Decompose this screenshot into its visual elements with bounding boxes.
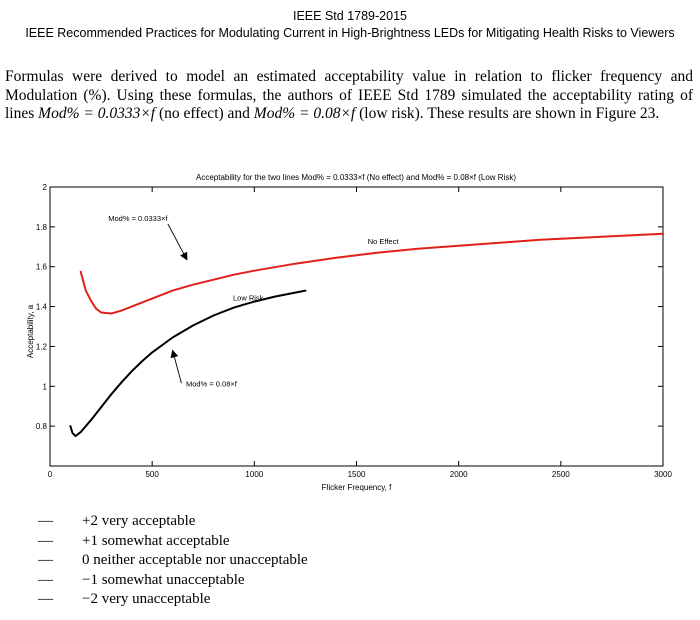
- standard-title: IEEE Recommended Practices for Modulatin…: [25, 26, 675, 40]
- series-line-low-risk: [69, 289, 307, 438]
- standard-number: IEEE Std 1789-2015: [293, 9, 407, 23]
- scale-dash: —: [38, 552, 53, 568]
- y-axis-label: Acceptability, a: [26, 304, 35, 358]
- scale-label: 0 neither acceptable nor unacceptable: [82, 552, 308, 568]
- paragraph-text-2: (no effect) and: [155, 105, 254, 122]
- y-tick-label: 1.2: [36, 342, 48, 351]
- x-tick-label: 1500: [348, 470, 366, 479]
- annotations-group: Mod% = 0.0333×f No Effect Low Risk Mod% = 0…: [108, 214, 399, 388]
- x-tick-label: 0: [48, 470, 53, 479]
- scale-label: +1 somewhat acceptable: [82, 532, 230, 549]
- scale-label: −1 somewhat unacceptable: [82, 571, 245, 588]
- y-tick-label: 0.8: [36, 422, 48, 431]
- document-header: IEEE Std 1789-2015 IEEE Recommended Prac…: [0, 8, 700, 42]
- y-tick-label: 1: [43, 382, 48, 391]
- acceptability-chart: Acceptability for the two lines Mod% = 0…: [26, 173, 673, 492]
- scale-dash: —: [38, 513, 53, 529]
- scale-dash: —: [38, 591, 53, 607]
- x-tick-label: 3000: [654, 470, 672, 479]
- scale-item: — −2 very unacceptable: [38, 590, 308, 610]
- scale-label: −2 very unacceptable: [82, 591, 211, 607]
- acceptability-scale-list: — +2 very acceptable — +1 somewhat accepta…: [38, 512, 308, 610]
- y-tick-label: 1.4: [36, 303, 48, 312]
- x-tick-label: 500: [145, 470, 159, 479]
- scale-item: — +2 very acceptable: [38, 512, 308, 532]
- y-tick-label: 1.8: [36, 223, 48, 232]
- annotation-label: No Effect: [368, 237, 400, 246]
- scale-item: — −1 somewhat unacceptable: [38, 571, 308, 591]
- annotation-label: Mod% = 0.0333×f: [108, 214, 168, 223]
- formula-low-risk: Mod% = 0.08×f: [253, 105, 356, 122]
- series-group: [69, 232, 664, 438]
- x-tick-label: 2000: [450, 470, 468, 479]
- annotation-arrow: [170, 349, 182, 384]
- annotation-arrow: [167, 223, 188, 261]
- paragraph-text-3: (low risk). These results are shown in F…: [355, 105, 660, 122]
- scale-item: — 0 neither acceptable nor unacceptable: [38, 551, 308, 571]
- scale-label: +2 very acceptable: [82, 513, 196, 529]
- y-tick-label: 1.6: [36, 263, 48, 272]
- scale-dash: —: [38, 532, 53, 549]
- axis-ticks: 0 500 1000 1500 2000 2500 3000 0.8 1 1.2 1.4 1.6 1.8…: [36, 183, 673, 479]
- scale-dash: —: [38, 571, 53, 588]
- x-axis-label: Flicker Frequency, f: [322, 483, 392, 492]
- scale-item: — +1 somewhat acceptable: [38, 532, 308, 552]
- body-paragraph: Formulas were derived to model an estima…: [5, 68, 693, 124]
- annotation-label: Low Risk: [233, 294, 264, 303]
- formula-no-effect: Mod% = 0.0333×f: [38, 105, 156, 122]
- x-tick-label: 2500: [552, 470, 570, 479]
- x-tick-label: 1000: [245, 470, 263, 479]
- y-tick-label: 2: [43, 183, 48, 192]
- annotation-label: Mod% = 0.08×f: [186, 379, 238, 388]
- chart-title: Acceptability for the two lines Mod% = 0…: [196, 173, 516, 182]
- paragraph-text-1: Formulas were derived to model an estima…: [5, 68, 693, 122]
- plot-frame: [49, 186, 664, 467]
- series-line-no-effect: [79, 232, 664, 315]
